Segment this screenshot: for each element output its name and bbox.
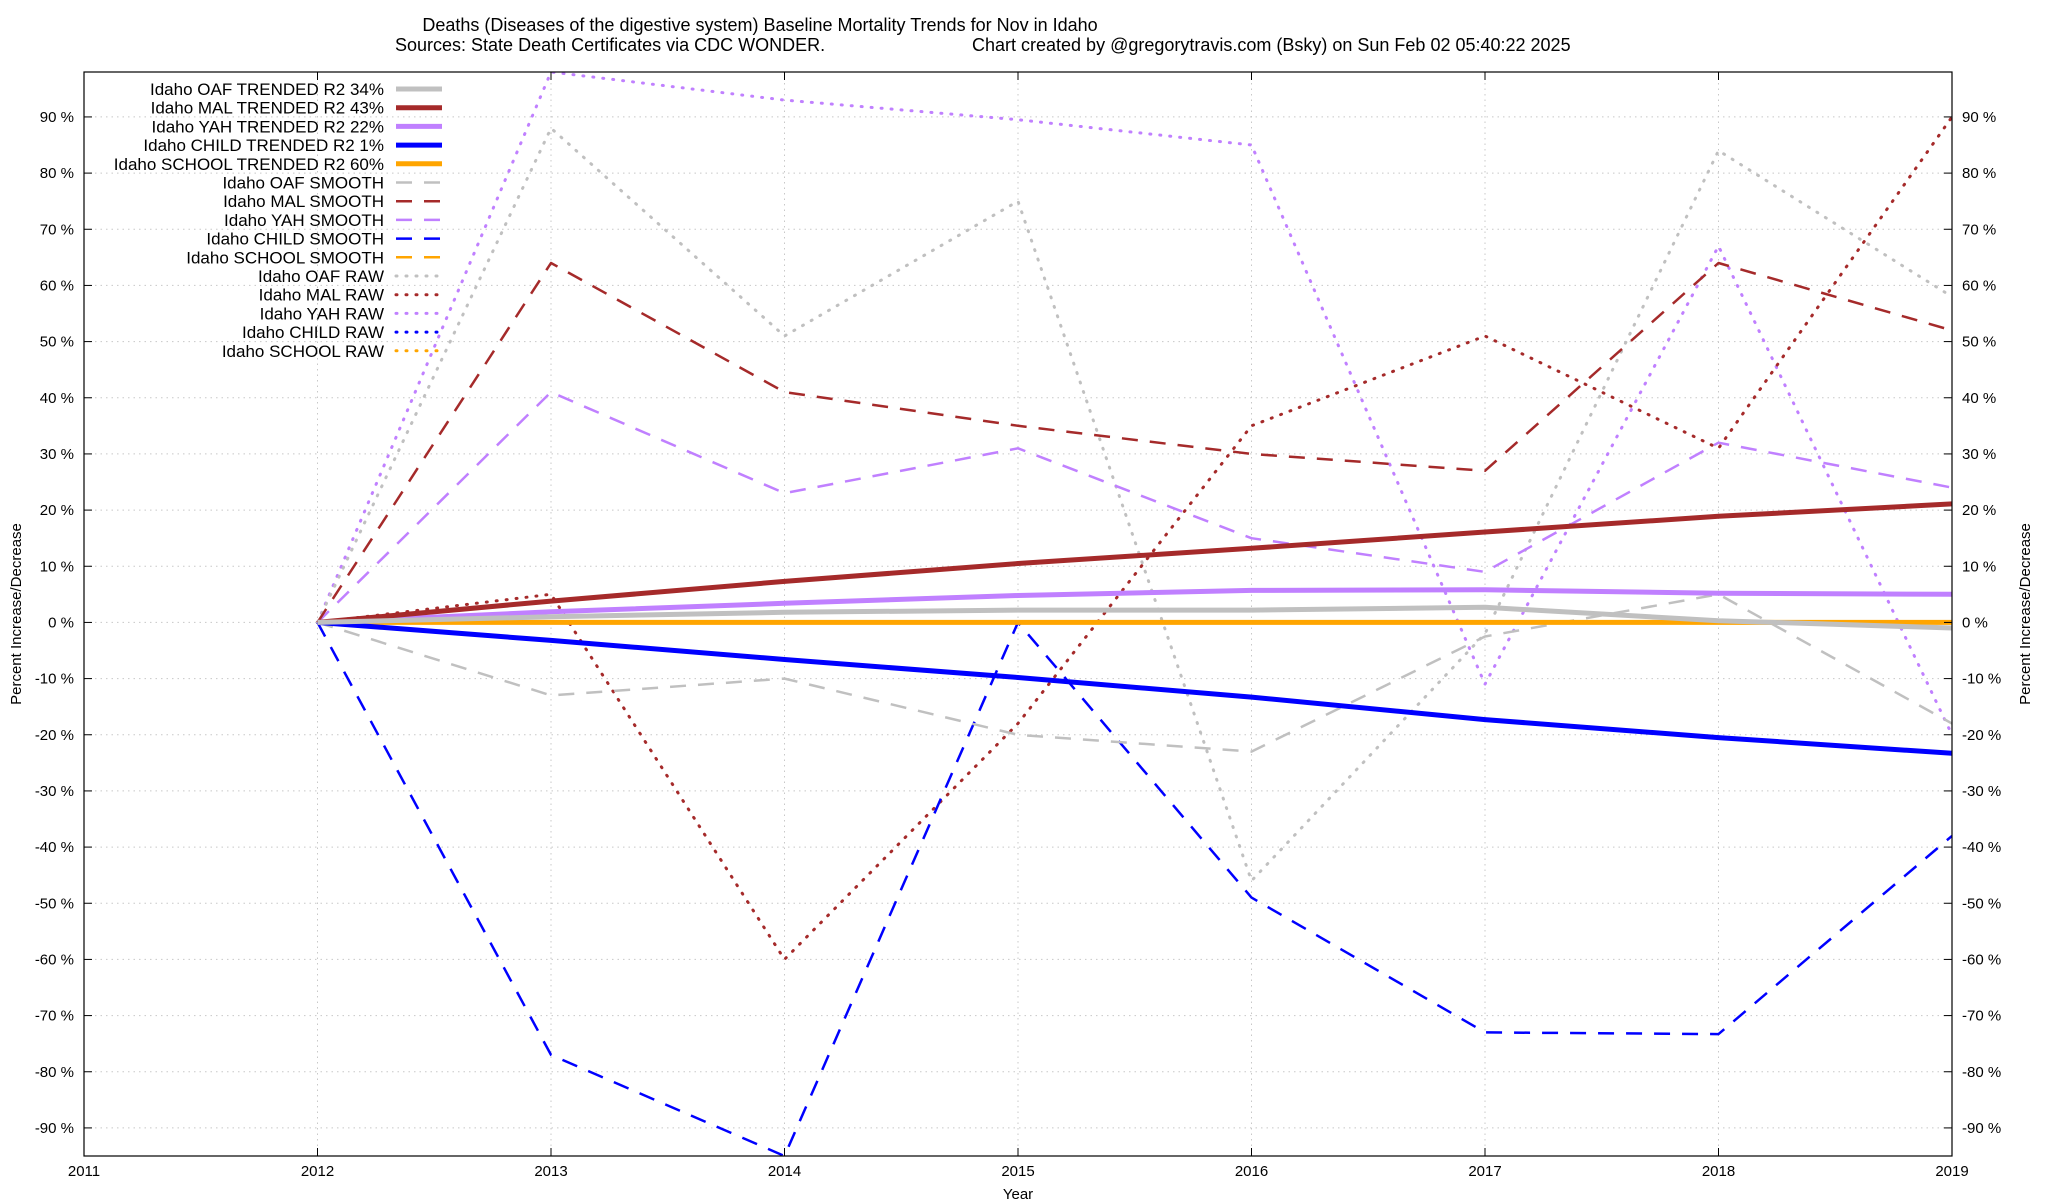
x-tick-label: 2017 [1468, 1163, 1501, 1180]
y-tick-label: -70 % [35, 1008, 74, 1025]
legend-label-8: Idaho CHILD SMOOTH [206, 230, 384, 249]
y-tick-label: -90 % [35, 1120, 74, 1137]
y-tick-label-right: 0 % [1962, 614, 1988, 631]
y-tick-label: -50 % [35, 895, 74, 912]
legend-label-11: Idaho MAL RAW [259, 286, 384, 305]
y-tick-label-right: 30 % [1962, 446, 1996, 463]
y-tick-label-right: -50 % [1962, 895, 2001, 912]
x-tick-label: 2014 [768, 1163, 801, 1180]
y-tick-label-right: -30 % [1962, 783, 2001, 800]
series-line-7 [316, 390, 1952, 624]
y-tick-label-right: -10 % [1962, 671, 2001, 688]
x-tick-label: 2016 [1235, 1163, 1268, 1180]
y-tick-label-right: -20 % [1962, 727, 2001, 744]
series-line-5 [317, 593, 1952, 753]
y-tick-label-right: 40 % [1962, 390, 1996, 407]
y-tick-label-right: 50 % [1962, 334, 1996, 351]
y-tick-label-right: 10 % [1962, 558, 1996, 575]
chart-subtitle-left: Sources: State Death Certificates via CD… [395, 35, 825, 55]
y-tick-label-right: 70 % [1962, 221, 1996, 238]
ticks: 2011 2012 2013 2014 2015 2016 2017 2018 2019 -90 … [35, 72, 2001, 1180]
legend-label-12: Idaho YAH RAW [260, 304, 384, 323]
y-tick-label: -30 % [35, 783, 74, 800]
x-tick-label: 2018 [1702, 1163, 1735, 1180]
y-tick-label-right: -60 % [1962, 951, 2001, 968]
legend-label-9: Idaho SCHOOL SMOOTH [186, 248, 384, 267]
legend-label-1: Idaho MAL TRENDED R2 43% [151, 99, 384, 118]
y-tick-label: -20 % [35, 727, 74, 744]
y-tick-label: 30 % [40, 446, 74, 463]
y-tick-label: 0 % [48, 614, 74, 631]
legend-label-2: Idaho YAH TRENDED R2 22% [152, 117, 384, 136]
series-line-11 [316, 115, 1952, 961]
legend-label-4: Idaho SCHOOL TRENDED R2 60% [114, 155, 384, 174]
y-tick-label: -10 % [35, 671, 74, 688]
y-tick-label: 10 % [40, 558, 74, 575]
y-tick-label-right: -80 % [1962, 1064, 2001, 1081]
y-tick-label-right: -40 % [1962, 839, 2001, 856]
plot-frame [83, 71, 1953, 1157]
legend-label-3: Idaho CHILD TRENDED R2 1% [143, 136, 384, 155]
y-tick-label: -60 % [35, 951, 74, 968]
y-tick-label-right: 80 % [1962, 165, 1996, 182]
y-tick-label-right: -90 % [1962, 1120, 2001, 1137]
y-tick-label-right: 60 % [1962, 277, 1996, 294]
legend-label-0: Idaho OAF TRENDED R2 34% [150, 80, 384, 99]
x-tick-label: 2015 [1001, 1163, 1034, 1180]
series-line-8 [316, 621, 1952, 1156]
chart-title: Deaths (Diseases of the digestive system… [422, 15, 1097, 35]
y-tick-label-right: 20 % [1962, 502, 1996, 519]
legend-label-7: Idaho YAH SMOOTH [224, 211, 384, 230]
x-tick-label: 2012 [301, 1163, 334, 1180]
series-layer [316, 72, 1952, 1156]
y-tick-label: 80 % [40, 165, 74, 182]
legend-label-6: Idaho MAL SMOOTH [223, 192, 384, 211]
legend-label-14: Idaho SCHOOL RAW [222, 342, 384, 361]
x-tick-label: 2019 [1935, 1163, 1968, 1180]
legend-label-5: Idaho OAF SMOOTH [222, 174, 384, 193]
y-tick-label: -80 % [35, 1064, 74, 1081]
chart-subtitle-right: Chart created by @gregorytravis.com (Bsk… [972, 35, 1571, 55]
series-line-0 [317, 604, 1952, 631]
legend: Idaho OAF TRENDED R2 34%Idaho MAL TRENDE… [114, 80, 444, 361]
legend-label-13: Idaho CHILD RAW [242, 323, 384, 342]
series-line-1 [317, 501, 1952, 625]
y-tick-label: 20 % [40, 502, 74, 519]
y-tick-label: 60 % [40, 277, 74, 294]
y-axis-label: Percent Increase/Decrease [8, 523, 25, 705]
y-tick-label-right: 90 % [1962, 109, 1996, 126]
y-tick-label: 70 % [40, 221, 74, 238]
x-tick-label: 2013 [534, 1163, 567, 1180]
series-line-10 [316, 126, 1952, 883]
y-tick-label: 90 % [40, 109, 74, 126]
y-tick-label: 50 % [40, 334, 74, 351]
x-tick-label: 2011 [68, 1163, 100, 1180]
x-axis-label: Year [1003, 1186, 1033, 1200]
y-tick-label-right: -70 % [1962, 1008, 2001, 1025]
y-tick-label: -40 % [35, 839, 74, 856]
y-tick-label: 40 % [40, 390, 74, 407]
series-line-3 [317, 619, 1952, 756]
y-axis-label-right: Percent Increase/Decrease [2017, 523, 2034, 705]
series-line-2 [317, 587, 1952, 625]
legend-label-10: Idaho OAF RAW [258, 267, 384, 286]
series-line-6 [316, 261, 1952, 624]
